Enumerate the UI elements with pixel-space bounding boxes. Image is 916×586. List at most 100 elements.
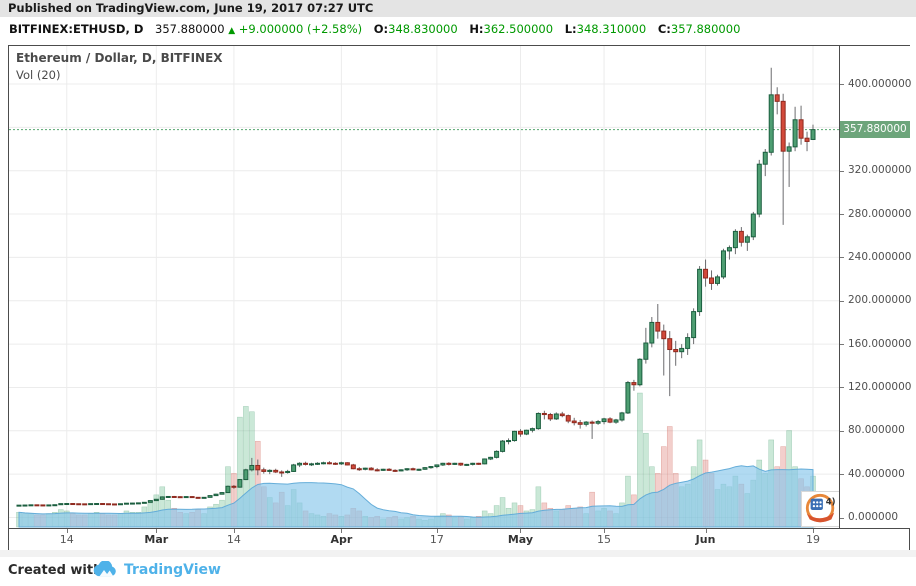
time-tick [156, 529, 158, 533]
candle-up [291, 464, 297, 472]
candle-down [356, 468, 362, 471]
tradingview-cloud-icon[interactable] [90, 560, 118, 583]
candle-up [649, 321, 655, 344]
candle-down [261, 469, 267, 472]
price-tick [840, 257, 844, 259]
candle-up [500, 440, 506, 452]
time-tick-label: 14 [59, 533, 74, 546]
price-axis[interactable]: 357.880000 400.000000 320.000000 280.00000… [839, 46, 912, 528]
candle-down [446, 462, 452, 465]
high-value: 362.500000 [483, 22, 554, 36]
candle-up [595, 421, 601, 424]
chart-title: Ethereum / Dollar, D, BITFINEX [16, 51, 223, 65]
candle-up [786, 146, 792, 152]
candle-down [631, 382, 637, 386]
price-tick-label: 120.000000 [848, 380, 912, 393]
candle-up [243, 469, 249, 481]
candle-down [565, 415, 571, 422]
time-tick [520, 529, 522, 533]
high-label: H: [469, 22, 484, 36]
time-tick [66, 529, 68, 533]
volume-indicator-label: Vol (20) [16, 68, 61, 82]
time-axis[interactable]: 14 Mar 14 Apr 17 May 15 Jun 19 [9, 528, 909, 551]
candle-up [338, 462, 344, 465]
candle-up [535, 412, 541, 430]
price-tick-label: 280.000000 [848, 207, 912, 220]
candle-down [774, 94, 780, 102]
candle-up [494, 450, 500, 458]
symbol-bar: BITFINEX:ETHUSD, D 357.880000 ▲ +9.00000… [0, 17, 916, 41]
logo-hull [806, 512, 835, 523]
candle-down [189, 496, 195, 499]
candlestick-chart[interactable] [9, 46, 839, 528]
candle-up [117, 503, 123, 506]
candle-down [34, 504, 40, 507]
price-tick-label: 200.000000 [848, 294, 912, 307]
candle-down [177, 496, 183, 499]
candle-down [571, 420, 577, 424]
candle-up [398, 469, 404, 472]
candle-down [661, 330, 667, 340]
candle-up [46, 504, 52, 507]
candle-up [810, 129, 816, 140]
candle-up [744, 236, 750, 243]
candle-up [613, 419, 619, 423]
candle-up [750, 213, 756, 238]
price-tick-label: 0.000000 [848, 511, 899, 523]
symbol-name: BITFINEX:ETHUSD, D [9, 22, 144, 36]
candle-down [410, 468, 416, 471]
published-text: Published on TradingView.com, June 19, 2… [8, 1, 374, 15]
candle-up [506, 440, 512, 443]
candle-up [141, 501, 147, 504]
candle-up [315, 462, 320, 465]
candle-up [482, 458, 488, 465]
candle-up [691, 311, 697, 339]
open-value: 348.830000 [388, 22, 458, 36]
price-tick [840, 344, 844, 346]
candle-up [440, 462, 446, 466]
time-tick [436, 529, 438, 533]
candle-down [709, 277, 715, 284]
candle-down [344, 462, 350, 466]
candle-up [309, 463, 315, 466]
candle-up [159, 496, 165, 500]
volume-ma-area [18, 465, 814, 528]
last-price: 357.880000 [155, 22, 225, 36]
candle-down [673, 349, 679, 353]
chart-legend: Ethereum / Dollar, D, BITFINEX Vol (20) [16, 51, 223, 82]
open-label: O: [373, 22, 389, 36]
time-tick-label: 19 [806, 533, 820, 546]
candle-down [738, 230, 744, 243]
candle-up [183, 496, 189, 499]
candle-up [404, 468, 410, 471]
close-label: C: [657, 22, 671, 36]
price-chart[interactable]: Ethereum / Dollar, D, BITFINEX Vol (20) … [9, 46, 839, 528]
low-label: L: [564, 22, 577, 36]
candle-up [714, 276, 720, 284]
candle-up [285, 470, 291, 474]
footer-bar: Created with TradingView [0, 557, 916, 586]
candle-up [94, 503, 100, 506]
candle-up [52, 504, 58, 507]
candle-up [153, 498, 159, 502]
tradingview-link[interactable]: TradingView [124, 562, 221, 578]
time-tick [705, 529, 707, 533]
candle-down [195, 496, 201, 499]
candle-up [523, 429, 529, 435]
candle-down [703, 268, 709, 279]
price-tick [840, 300, 844, 302]
price-tick-label: 160.000000 [848, 337, 912, 350]
price-tick-label: 80.000000 [848, 424, 905, 437]
candle-down [303, 462, 309, 465]
candle-up [434, 464, 440, 468]
candle-down [804, 137, 810, 142]
candle-up [464, 463, 470, 466]
price-tick-label: 320.000000 [848, 164, 912, 177]
candle-up [637, 358, 643, 386]
watermark-logo: 4) [801, 491, 839, 527]
time-tick-label: Jun [695, 533, 716, 546]
candle-up [165, 495, 171, 498]
candle-down [231, 485, 237, 488]
price-tick [840, 170, 844, 172]
candle-down [392, 469, 398, 472]
